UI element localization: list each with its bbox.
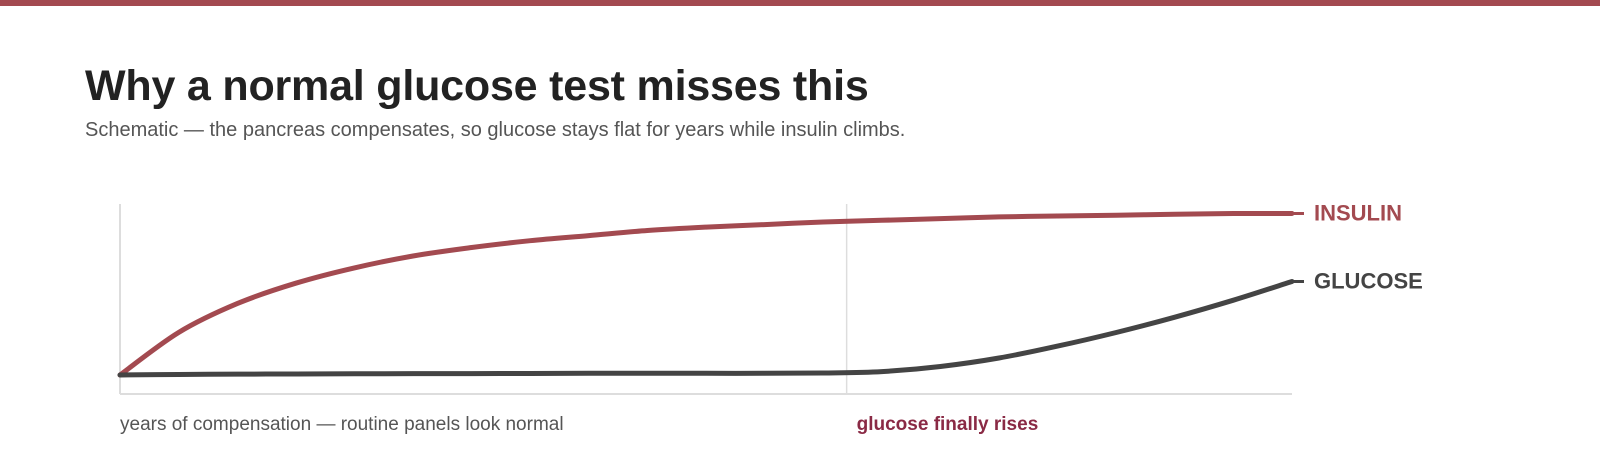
annotation-compensation: years of compensation — routine panels l…	[120, 414, 564, 435]
annotation-glucose-rises: glucose finally rises	[857, 414, 1039, 435]
series-line-glucose	[120, 282, 1292, 376]
series-label-insulin: INSULIN	[1314, 201, 1402, 226]
series-label-glucose: GLUCOSE	[1314, 269, 1423, 294]
series-line-insulin	[120, 213, 1292, 375]
